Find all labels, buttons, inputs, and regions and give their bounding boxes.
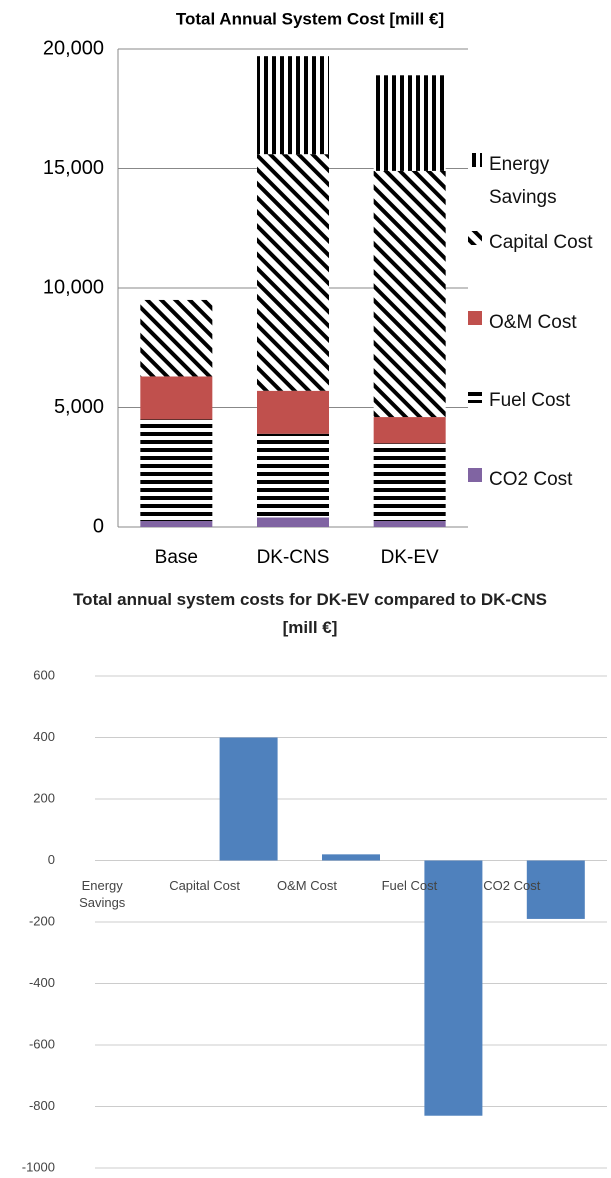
legend-label: Energy Savings [489,154,557,208]
bar-segment [140,521,213,527]
bar-segment [140,376,213,420]
x-tick-label: Base [155,547,198,568]
legend-label: Fuel Cost [489,390,571,411]
y-tick-label: 200 [33,790,55,805]
y-tick-label: 5,000 [54,396,104,418]
bar [219,737,278,861]
bar [526,860,585,919]
x-tick-label: DK-EV [381,547,439,568]
legend-swatch [468,311,482,325]
x-tick-label: CO2 Cost [483,877,541,893]
y-tick-label: -200 [29,913,55,928]
bar-segment [373,75,446,171]
y-tick-label: 20,000 [43,37,104,59]
bar-segment [257,517,329,527]
y-tick-label: -1000 [22,1159,55,1174]
legend-label: CO2 Cost [489,469,573,490]
bar [424,860,483,1116]
x-tick-label: O&M Cost [277,877,337,893]
x-tick-label: Energy Savings [79,877,126,910]
y-tick-label: 15,000 [43,157,104,179]
y-tick-label: 600 [33,667,55,682]
y-tick-label: -400 [29,975,55,990]
legend-label: Capital Cost [489,232,593,253]
chart-title: Total annual system costs for DK-EV comp… [73,590,547,637]
bar-segment [257,154,329,391]
chart-title: Total Annual System Cost [mill €] [176,9,444,28]
bar-segment [373,170,446,418]
legend-swatch [468,468,482,482]
y-tick-label: -800 [29,1098,55,1113]
legend-swatch [468,153,482,167]
y-tick-label: 10,000 [43,276,104,298]
bar-segment [373,443,446,522]
bar-segment [257,56,329,155]
y-tick-label: 0 [93,515,104,537]
y-tick-label: -600 [29,1036,55,1051]
bar-segment [140,299,213,377]
legend-label: O&M Cost [489,312,577,333]
y-tick-label: 0 [48,852,55,867]
bar-segment [373,521,446,527]
x-tick-label: Fuel Cost [381,877,438,893]
y-tick-label: 400 [33,729,55,744]
legend-swatch [468,231,482,245]
bar-segment [257,390,329,434]
legend-swatch [468,389,482,403]
bar-segment [140,419,213,522]
x-tick-label: Capital Cost [169,877,240,893]
bar-segment [373,417,446,444]
bar-segment [257,433,329,518]
x-tick-label: DK-CNS [257,547,330,568]
bar [322,854,380,861]
